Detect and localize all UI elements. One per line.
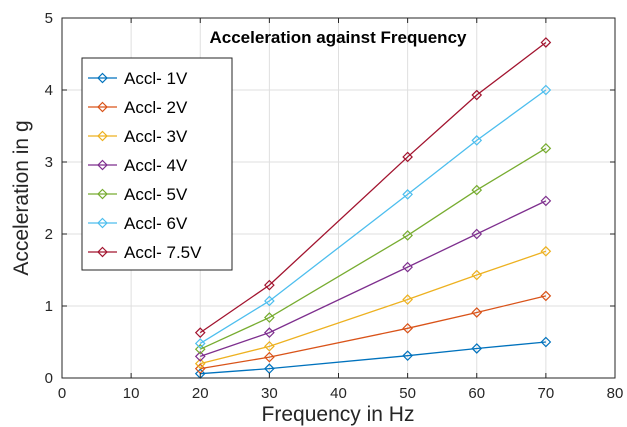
data-point (264, 295, 275, 307)
series-line (200, 295, 547, 370)
data-point (264, 279, 275, 291)
data-point (471, 343, 483, 354)
x-tick-label: 40 (330, 385, 347, 402)
data-point (402, 322, 413, 334)
data-point (194, 343, 206, 355)
data-point (540, 37, 552, 48)
x-tick-label: 80 (607, 385, 624, 402)
series-6 (194, 84, 552, 349)
data-point (194, 351, 206, 362)
data-point (402, 189, 413, 200)
data-point (471, 307, 483, 318)
legend-marker (97, 130, 108, 142)
x-tick-label: 20 (192, 385, 209, 402)
data-point (402, 261, 413, 273)
data-point (471, 135, 483, 146)
data-point (194, 327, 206, 338)
legend-item: Accl- 2V (88, 98, 188, 117)
series-line (200, 341, 546, 375)
legend-item: Accl- 7.5V (88, 243, 202, 262)
data-point (264, 351, 275, 363)
legend-box (81, 57, 233, 271)
legend-label: Accl- 7.5V (124, 243, 202, 262)
series-line (199, 41, 547, 334)
y-tick-label: 1 (45, 298, 53, 315)
legend-label: Accl- 2V (124, 98, 188, 117)
data-point (540, 195, 552, 207)
x-tick-label: 50 (399, 385, 416, 402)
legend-label: Accl- 5V (124, 185, 188, 204)
series-3 (194, 245, 552, 369)
legend-item: Accl- 6V (88, 214, 188, 233)
x-tick-label: 10 (123, 385, 140, 402)
data-point (194, 338, 206, 349)
y-tick-label: 2 (45, 226, 53, 243)
legend-item: Accl- 4V (88, 156, 188, 175)
data-point (194, 358, 206, 369)
series-line (200, 250, 547, 365)
data-point (540, 336, 552, 348)
x-tick-label: 0 (58, 385, 66, 402)
y-axis-label: Acceleration in g (10, 120, 33, 275)
legend-item: Accl- 3V (88, 127, 188, 146)
x-tick-label: 60 (468, 385, 485, 402)
x-axis-label: Frequency in Hz (262, 403, 415, 426)
legend-marker (97, 188, 108, 200)
y-tick-label: 5 (45, 10, 53, 27)
x-tick-label: 70 (538, 385, 555, 402)
series-7 (194, 37, 552, 338)
data-point (471, 228, 483, 240)
data-point (264, 312, 275, 323)
data-point (264, 340, 275, 352)
y-tick-label: 4 (45, 82, 53, 99)
legend-label: Accl- 6V (124, 214, 188, 233)
legend: Accl- 1V Accl- 2V Accl- 3V Accl- 4V Accl- 5V… (81, 57, 233, 271)
y-tick-label: 3 (45, 154, 53, 171)
legend-label: Accl- 1V (124, 69, 188, 88)
data-point (540, 290, 552, 302)
data-point (402, 230, 413, 241)
x-axis-ticks: 0 10 20 30 40 50 60 70 80 (58, 18, 624, 402)
chart-title: Acceleration against Frequency (210, 28, 468, 47)
series-group (194, 37, 552, 380)
data-point (540, 142, 552, 154)
series-5 (194, 142, 552, 355)
data-point (471, 184, 483, 196)
legend-marker (97, 101, 108, 113)
legend-marker (97, 72, 108, 84)
y-tick-label: 0 (45, 370, 53, 387)
data-point (402, 350, 413, 362)
data-point (402, 151, 413, 163)
series-line (199, 89, 547, 344)
legend-label: Accl- 4V (124, 156, 188, 175)
legend-marker (97, 159, 108, 171)
legend-marker (97, 217, 108, 229)
series-line (199, 147, 547, 350)
y-axis-ticks: 0 1 2 3 4 5 (45, 10, 615, 387)
legend-item: Accl- 5V (88, 185, 188, 204)
series-line (200, 200, 547, 358)
x-tick-label: 30 (261, 385, 278, 402)
series-4 (194, 195, 552, 362)
data-point (471, 269, 483, 281)
data-point (471, 89, 483, 101)
data-point (264, 327, 275, 338)
legend-label: Accl- 3V (124, 127, 188, 146)
data-point (540, 84, 552, 96)
legend-item: Accl- 1V (88, 69, 188, 88)
data-point (402, 294, 413, 305)
legend-marker (97, 246, 108, 258)
data-point (540, 245, 552, 257)
